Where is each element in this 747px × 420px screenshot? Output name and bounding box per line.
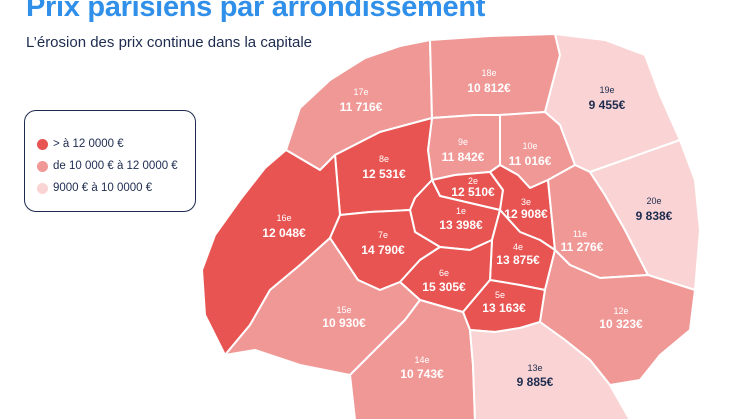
page-subtitle: L’érosion des prix continue dans la capi… (26, 34, 313, 51)
arr-7-number: 7e (378, 230, 388, 240)
arr-11-number: 11e (573, 229, 587, 239)
arr-2-number: 2e (468, 176, 478, 186)
arr-19-number: 19e (599, 85, 614, 95)
arr-17-price: 11 716€ (340, 100, 383, 114)
arr-6-number: 6e (439, 268, 449, 278)
legend-label-high: > à 12 0000 € (53, 138, 124, 150)
legend-item-mid: de 10 000 € à 12 0000 € (37, 155, 195, 177)
legend-label-low: 9000 € à 10 0000 € (53, 182, 153, 194)
arrondissement-18[interactable]: 18e 10 812€ (429, 33, 561, 119)
arr-1-price: 13 398€ (439, 218, 483, 232)
legend-item-low: 9000 € à 10 0000 € (37, 177, 195, 199)
arrondissement-13[interactable]: 13e 9 885€ (469, 321, 631, 420)
arr-16-price: 12 048€ (262, 226, 306, 240)
arr-14-number: 14e (414, 355, 429, 365)
arr-15-price: 10 930€ (322, 316, 366, 330)
arr-3-price: 12 908€ (504, 207, 548, 221)
arr-9-number: 9e (458, 137, 468, 147)
page-title: Prix parisiens par arrondissement (26, 0, 486, 23)
arrondissement-19[interactable]: 19e 9 455€ (544, 33, 681, 173)
arr-10-number: 10e (522, 141, 537, 151)
arr-1-number: 1e (456, 206, 466, 216)
arr-14-price: 10 743€ (400, 367, 444, 381)
arr-5-number: 5e (495, 290, 505, 300)
arr-12-price: 10 323€ (599, 317, 643, 331)
arr-9-price: 11 842€ (442, 150, 485, 164)
arr-12-number: 12e (613, 306, 628, 316)
arr-20-price: 9 838€ (636, 209, 673, 223)
arr-20-number: 20e (646, 196, 661, 206)
arr-16-number: 16e (276, 213, 291, 223)
arr-13-price: 9 885€ (517, 375, 554, 389)
arrondissement-14[interactable]: 14e 10 743€ (349, 299, 476, 420)
arr-11-price: 11 276€ (561, 240, 604, 254)
arr-4-price: 13 875€ (496, 253, 540, 267)
arr-8-number: 8e (379, 154, 389, 164)
legend-swatch-mid (37, 160, 48, 172)
arr-3-number: 3e (521, 197, 531, 207)
arr-10-price: 11 016€ (509, 154, 552, 168)
arrondissement-9[interactable]: 9e 11 842€ (427, 114, 501, 181)
arr-17-number: 17e (353, 87, 368, 97)
map-legend: > à 12 0000 € de 10 000 € à 12 0000 € 90… (24, 110, 196, 212)
arrondissement-15[interactable]: 15e 10 930€ (224, 237, 421, 376)
arr-19-price: 9 455€ (589, 98, 626, 112)
arr-2-price: 12 510€ (451, 185, 495, 199)
arr-4-number: 4e (513, 242, 523, 252)
arr-13-number: 13e (527, 363, 542, 373)
arr-7-price: 14 790€ (361, 243, 405, 257)
arr-15-number: 15e (336, 305, 351, 315)
arr-6-price: 15 305€ (422, 280, 466, 294)
arr-5-price: 13 163€ (482, 301, 526, 315)
arr-18-number: 18e (481, 68, 496, 78)
arr-8-price: 12 531€ (362, 167, 406, 181)
legend-swatch-high (37, 138, 48, 150)
legend-swatch-low (37, 182, 48, 194)
arrondissement-1[interactable]: 1e 13 398€ (409, 179, 501, 251)
arr-18-price: 10 812€ (467, 81, 511, 95)
legend-label-mid: de 10 000 € à 12 0000 € (53, 160, 178, 172)
legend-item-high: > à 12 0000 € (37, 133, 195, 155)
arrondissement-7[interactable]: 7e 14 790€ (329, 209, 441, 291)
